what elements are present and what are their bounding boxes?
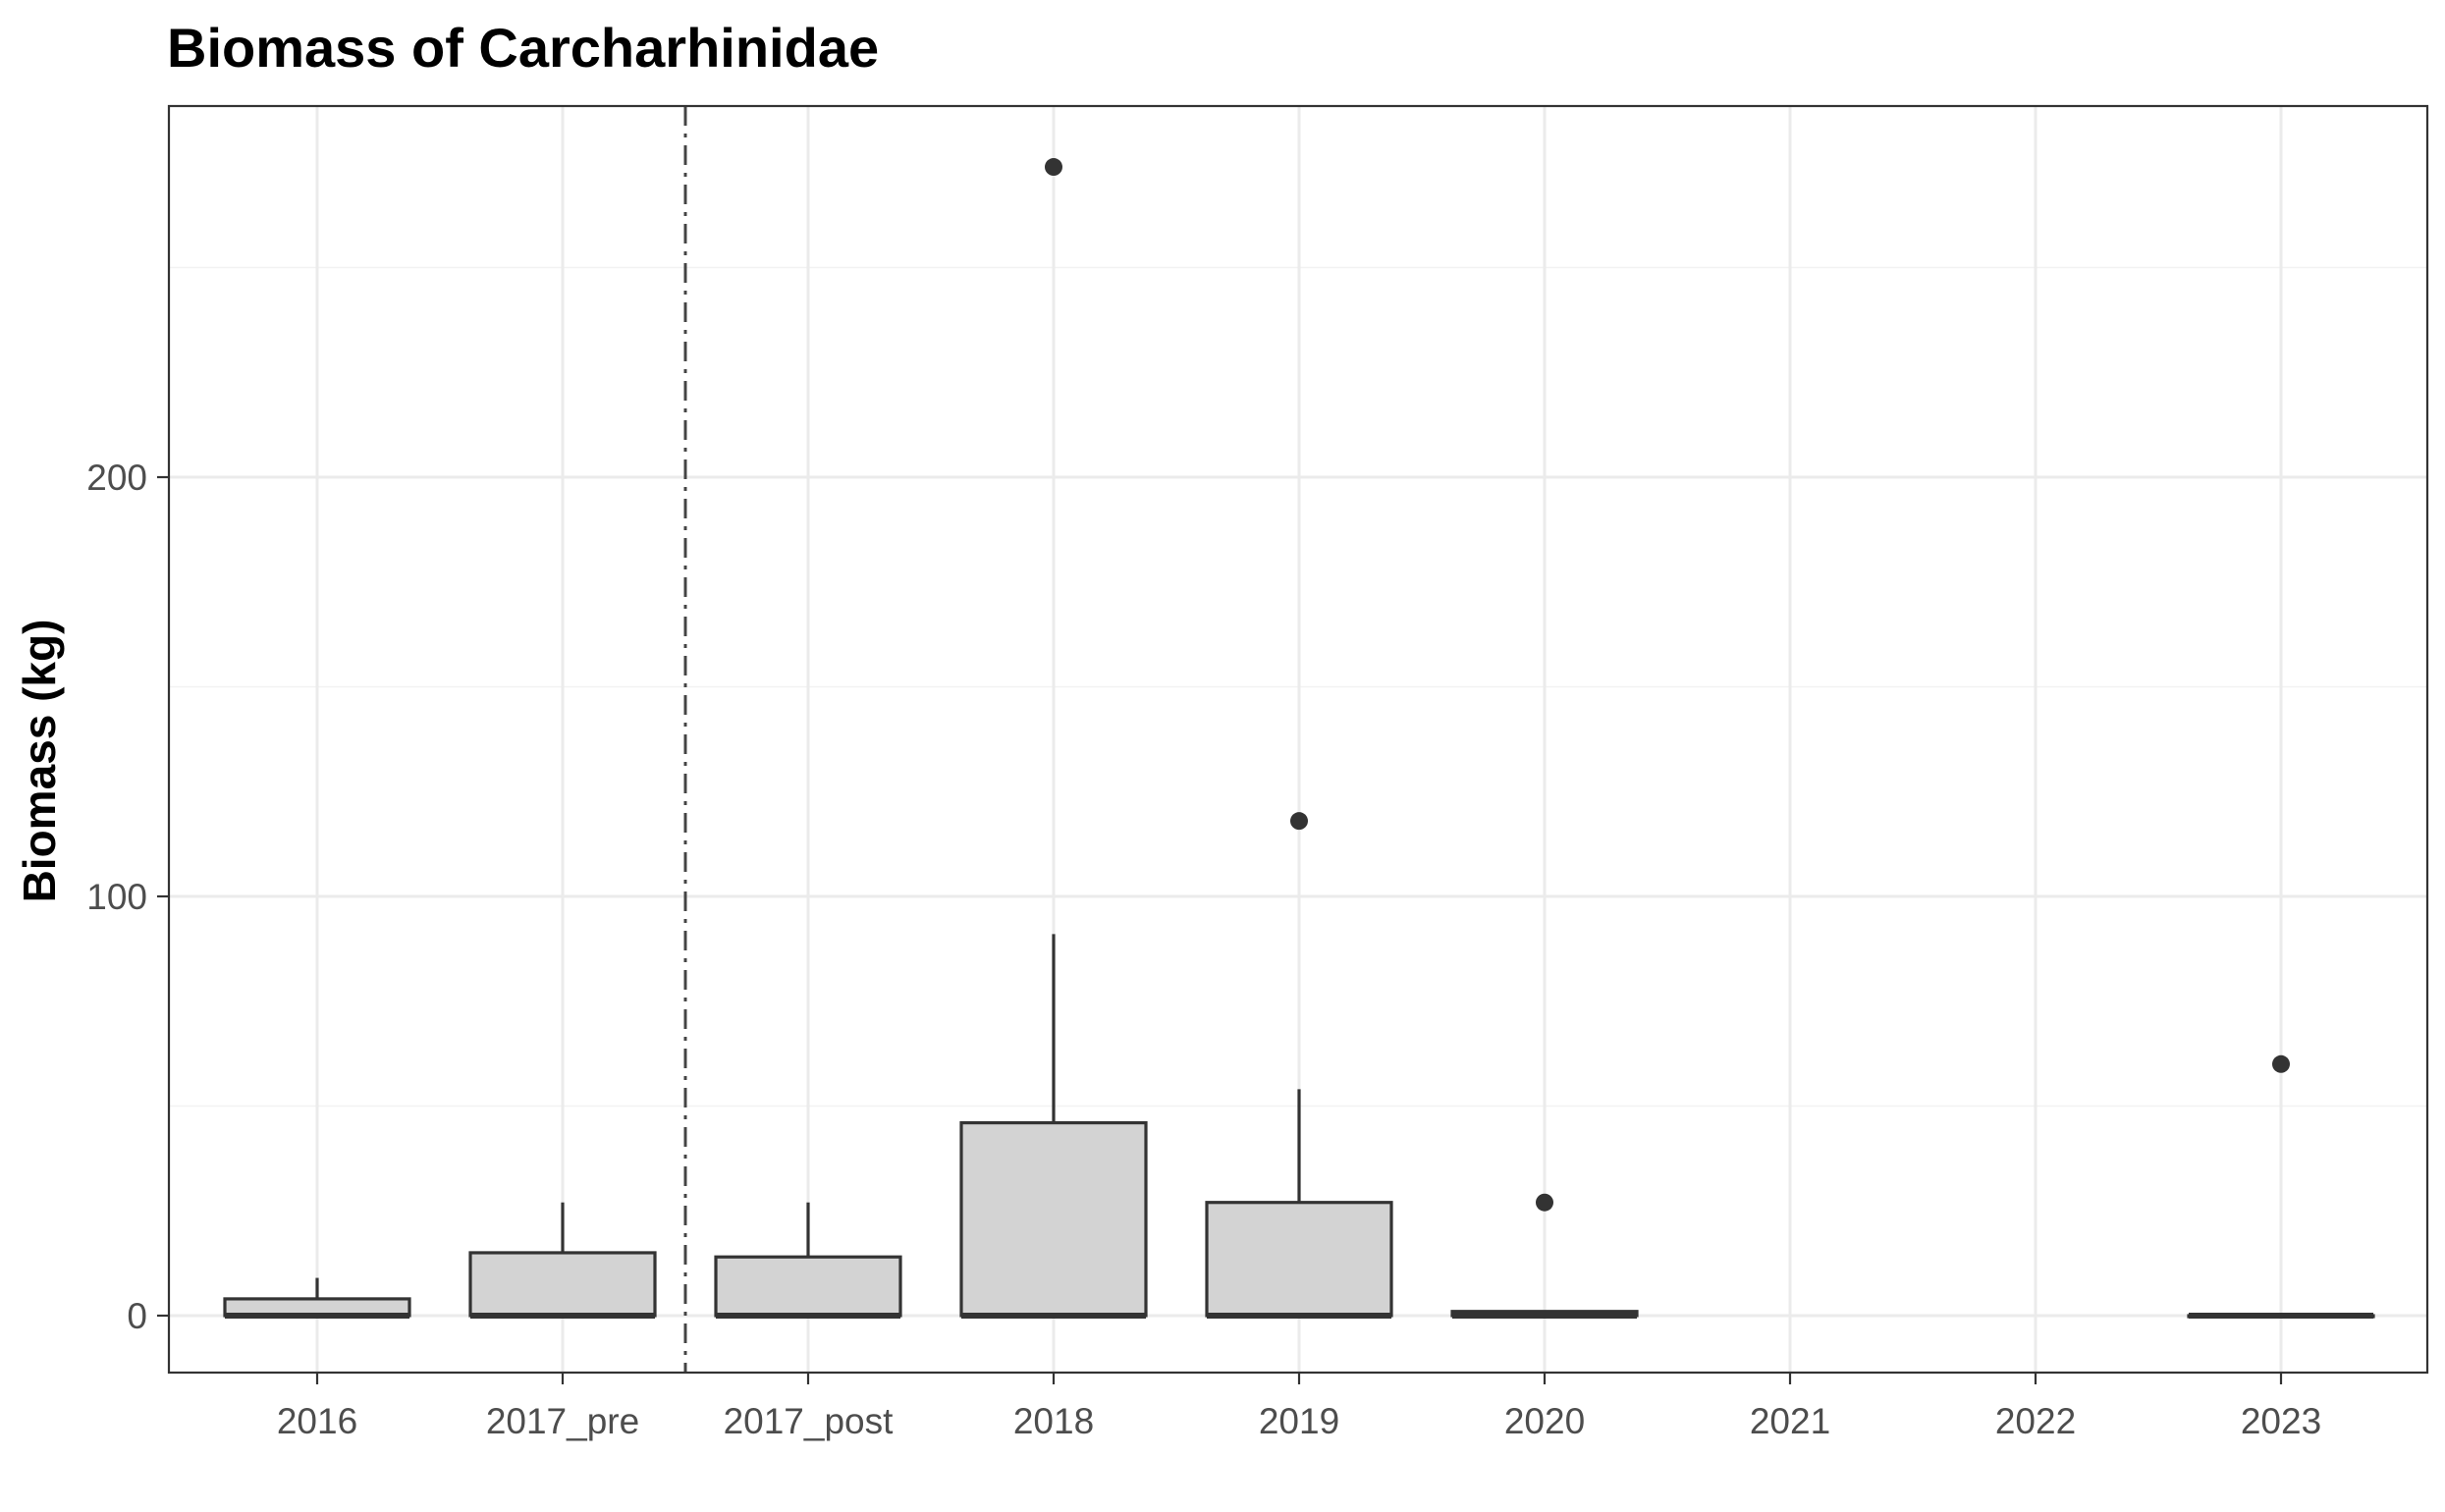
- box: [714, 1255, 902, 1318]
- box: [959, 1120, 1148, 1318]
- box-plot-2017_post: [714, 1202, 902, 1319]
- outlier-point: [2272, 1054, 2290, 1073]
- x-tick-label: 2017_pre: [486, 1401, 639, 1441]
- chart-title: Biomass of Carcharhinidae: [167, 17, 879, 79]
- outlier-point: [1290, 812, 1308, 831]
- box-plot-2019: [1205, 812, 1393, 1319]
- box: [468, 1251, 657, 1318]
- x-tick-label: 2016: [277, 1401, 357, 1441]
- box-plot-2017_pre: [468, 1202, 657, 1319]
- x-axis: 2016 2017_pre 2017_post 2018 2019 2020 2021 202…: [277, 1373, 2321, 1441]
- outlier-point: [1045, 158, 1062, 177]
- box-plot-2023: [2187, 1054, 2375, 1319]
- box-plot-2018: [959, 158, 1148, 1319]
- box-plot-2016: [223, 1277, 411, 1319]
- y-tick-label: 0: [127, 1296, 147, 1336]
- x-tick-label: 2023: [2241, 1401, 2321, 1441]
- y-tick-label: 100: [86, 877, 147, 917]
- box: [1205, 1201, 1393, 1318]
- y-tick-label: 200: [86, 458, 147, 498]
- x-tick-label: 2021: [1750, 1401, 1830, 1441]
- x-tick-label: 2020: [1504, 1401, 1585, 1441]
- box-plots: [223, 158, 2375, 1319]
- x-tick-label: 2022: [1995, 1401, 2076, 1441]
- y-axis: 0 100 200: [86, 458, 169, 1336]
- x-tick-label: 2018: [1013, 1401, 1094, 1441]
- x-tick-label: 2017_post: [724, 1401, 895, 1441]
- y-axis-label: Biomass (kg): [14, 620, 65, 903]
- x-tick-label: 2019: [1259, 1401, 1339, 1441]
- outlier-point: [1536, 1193, 1553, 1212]
- box-plot-2020: [1450, 1193, 1639, 1319]
